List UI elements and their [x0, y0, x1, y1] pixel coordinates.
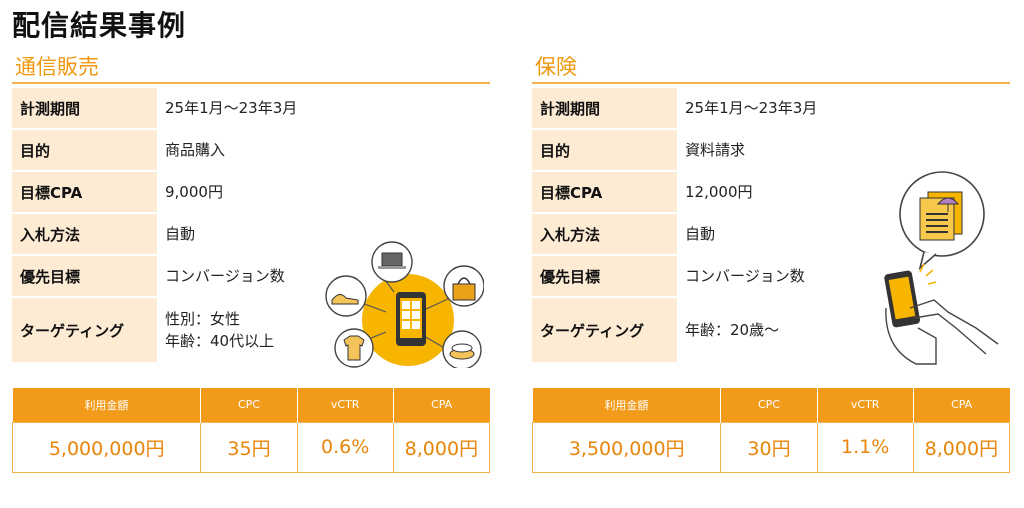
info-label: 目標CPA: [12, 172, 157, 212]
results-value: 0.6%: [296, 421, 394, 473]
info-row: ターゲティング 性別：女性 年齢：40代以上: [12, 298, 490, 362]
info-table: 計測期間 25年1月～23年3月 目的 商品購入 目標CPA 9,000円 入札…: [12, 88, 490, 362]
info-value: 資料請求: [677, 130, 1010, 170]
info-label: 優先目標: [12, 256, 157, 296]
info-row: ターゲティング 年齢：20歳～: [532, 298, 1010, 362]
info-value-text: 資料請求: [685, 141, 746, 159]
info-value-text: コンバージョン数: [685, 267, 805, 285]
results-header: vCTR: [297, 388, 394, 422]
info-label: 優先目標: [532, 256, 677, 296]
results-value-row: 3,500,000円 30円 1.1% 8,000円: [531, 421, 1011, 473]
info-label: 入札方法: [12, 214, 157, 254]
results-value: 3,500,000円: [531, 421, 722, 473]
info-value-text: 年齢：20歳～: [685, 321, 780, 339]
info-value-text: コンバージョン数: [165, 267, 285, 285]
info-value-text: 9,000円: [165, 183, 223, 201]
info-label: ターゲティング: [12, 298, 157, 362]
info-label: ターゲティング: [532, 298, 677, 362]
info-value-text: 25年1月～23年3月: [685, 99, 818, 117]
section-title: 通信販売: [12, 50, 490, 84]
info-value: 25年1月～23年3月: [157, 88, 490, 128]
info-value: 12,000円: [677, 172, 1010, 212]
results-header: CPA: [393, 388, 490, 422]
info-table: 計測期間 25年1月～23年3月 目的 資料請求 目標CPA 12,000円 入…: [532, 88, 1010, 362]
info-row: 計測期間 25年1月～23年3月: [532, 88, 1010, 128]
info-row: 入札方法 自動: [12, 214, 490, 254]
info-value-text: 25年1月～23年3月: [165, 99, 298, 117]
info-row: 優先目標 コンバージョン数: [532, 256, 1010, 296]
results-header: 利用金額: [12, 388, 202, 422]
info-value: 自動: [677, 214, 1010, 254]
results-header: CPC: [200, 388, 298, 422]
info-value-text: 性別：女性: [165, 310, 241, 328]
results-value-row: 5,000,000円 35円 0.6% 8,000円: [11, 421, 491, 473]
info-label: 目的: [12, 130, 157, 170]
info-value: コンバージョン数: [677, 256, 1010, 296]
info-value-text: 自動: [165, 225, 196, 243]
results-value: 8,000円: [912, 421, 1011, 473]
info-row: 優先目標 コンバージョン数: [12, 256, 490, 296]
results-table: 利用金額 CPC vCTR CPA 5,000,000円 35円 0.6% 8,…: [11, 388, 491, 473]
results-header-row: 利用金額 CPC vCTR CPA: [12, 388, 490, 422]
results-table: 利用金額 CPC vCTR CPA 3,500,000円 30円 1.1% 8,…: [531, 388, 1011, 473]
info-label: 目的: [532, 130, 677, 170]
insurance-phone-illustration: [884, 171, 999, 365]
info-row: 入札方法 自動: [532, 214, 1010, 254]
results-header: CPC: [720, 388, 818, 422]
info-value-text: 自動: [685, 225, 716, 243]
info-value: 9,000円: [157, 172, 490, 212]
panel-mail-order: 通信販売 計測期間 25年1月～23年3月 目的 商品購入 目標CPA 9,00…: [11, 50, 491, 473]
info-row: 目標CPA 12,000円: [532, 172, 1010, 212]
results-header: 利用金額: [532, 388, 722, 422]
info-value-text: 商品購入: [165, 141, 226, 159]
info-value: 性別：女性 年齢：40代以上: [157, 298, 490, 362]
info-value: コンバージョン数: [157, 256, 490, 296]
info-value-text: 12,000円: [685, 183, 753, 201]
results-value: 8,000円: [392, 421, 491, 473]
info-value: 年齢：20歳～: [677, 298, 1010, 362]
info-label: 計測期間: [532, 88, 677, 128]
section-title: 保険: [532, 50, 1010, 84]
results-value: 5,000,000円: [11, 421, 202, 473]
info-value: 商品購入: [157, 130, 490, 170]
info-value-text: 年齢：40代以上: [165, 332, 275, 350]
info-row: 目的 商品購入: [12, 130, 490, 170]
info-row: 目的 資料請求: [532, 130, 1010, 170]
results-header-row: 利用金額 CPC vCTR CPA: [532, 388, 1010, 422]
results-header: vCTR: [817, 388, 914, 422]
results-value: 1.1%: [816, 421, 914, 473]
info-row: 目標CPA 9,000円: [12, 172, 490, 212]
info-row: 計測期間 25年1月～23年3月: [12, 88, 490, 128]
info-label: 計測期間: [12, 88, 157, 128]
results-header: CPA: [913, 388, 1010, 422]
results-value: 35円: [200, 421, 298, 473]
results-value: 30円: [720, 421, 818, 473]
page-title: 配信結果事例: [12, 9, 187, 42]
info-value: 25年1月～23年3月: [677, 88, 1010, 128]
shopping-phone-illustration: [325, 241, 484, 368]
info-label: 目標CPA: [532, 172, 677, 212]
panel-insurance: 保険 計測期間 25年1月～23年3月 目的 資料請求 目標CPA 12,000…: [531, 50, 1011, 473]
info-label: 入札方法: [532, 214, 677, 254]
info-value: 自動: [157, 214, 490, 254]
